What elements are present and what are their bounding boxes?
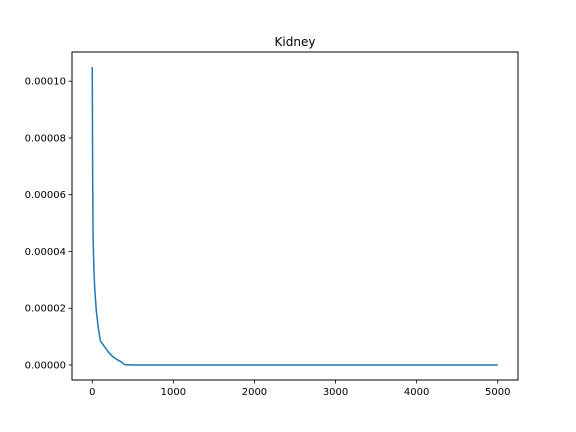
y-tick-label: 0.00006 [25, 190, 66, 201]
plot-frame [71, 51, 519, 381]
x-tick-label: 3000 [323, 387, 348, 398]
x-axis-ticks: 0 1000 2000 3000 4000 5000 [89, 380, 510, 398]
x-tick-label: 1000 [161, 387, 186, 398]
y-tick-label: 0.00008 [25, 133, 66, 144]
y-tick-label: 0.00002 [25, 304, 66, 315]
y-tick-label: 0.00010 [25, 77, 66, 88]
y-tick-label: 0.00004 [25, 247, 66, 258]
chart-title: Kidney [275, 35, 316, 49]
x-tick-label: 5000 [485, 387, 510, 398]
x-tick-label: 4000 [404, 387, 429, 398]
y-axis-ticks: 0.00000 0.00002 0.00004 0.00006 0.00008 0.000… [25, 77, 72, 371]
series-layer [91, 67, 498, 366]
x-tick-label: 0 [89, 387, 95, 398]
x-tick-label: 2000 [242, 387, 267, 398]
series-line-0 [91, 67, 498, 366]
y-tick-label: 0.00000 [25, 360, 66, 371]
